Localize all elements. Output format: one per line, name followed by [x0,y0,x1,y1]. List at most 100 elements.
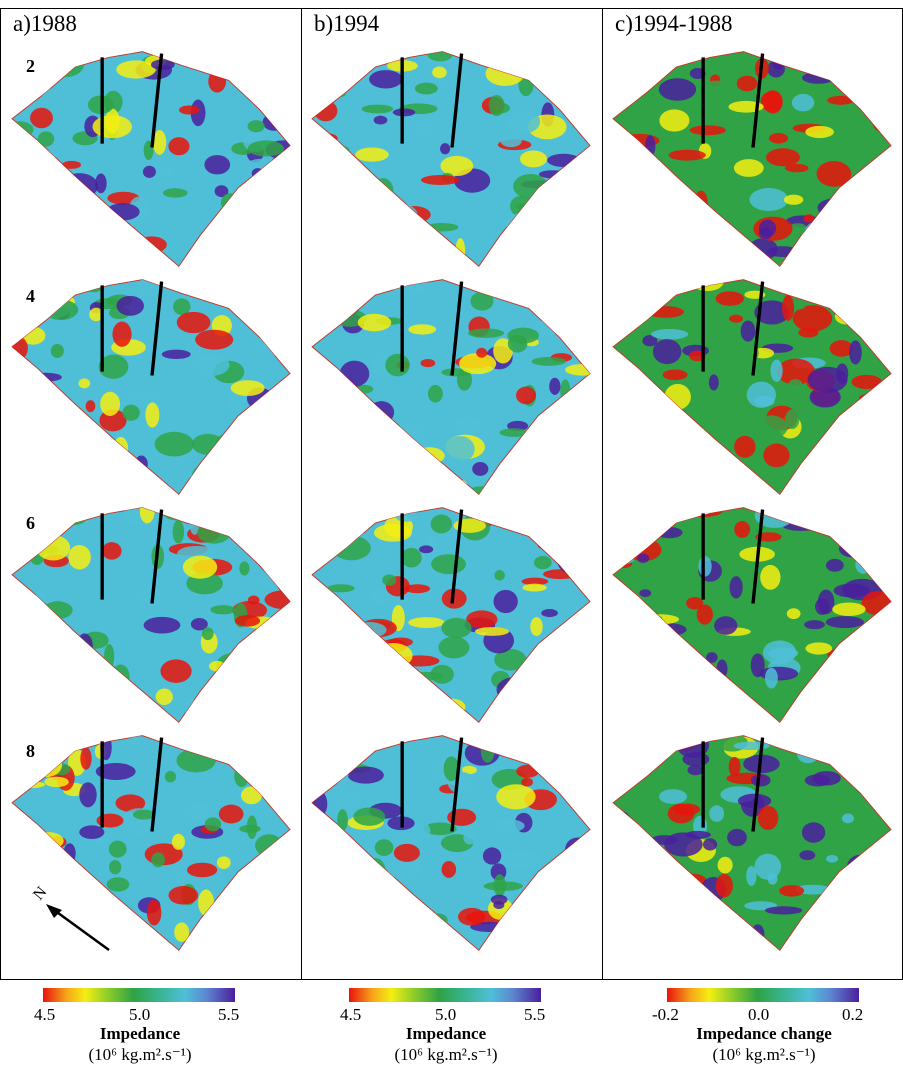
well-line [450,509,464,604]
impedance-blob [493,589,518,614]
impedance-blob [355,700,381,717]
impedance-blob [671,657,709,677]
impedance-blob [530,617,543,637]
impedance-blob [45,664,66,673]
impedance-blob [734,435,756,458]
impedance-blob [827,95,854,105]
impedance-blob [753,415,788,440]
impedance-blob [333,761,349,785]
impedance-blob [786,608,801,620]
impedance-blob [488,94,505,117]
impedance-blob [168,137,190,156]
impedance-blob [312,791,328,817]
impedance-blob [702,919,743,929]
impedance-blob [382,574,397,586]
impedance-blob [501,850,540,870]
impedance-blob [45,51,85,78]
well-line [450,53,464,148]
impedance-blob [862,454,889,479]
impedance-blob [652,339,682,365]
impedance-blob [262,113,286,131]
impedance-blob [191,433,225,455]
impedance-blob [364,881,393,908]
impedance-blob [567,423,590,438]
impedance-blob [401,547,422,568]
impedance-blob [193,249,223,264]
impedance-blob [825,616,864,629]
impedance-blob [690,253,711,266]
colorbar-gradient [349,988,541,1002]
impedance-blob [61,173,98,199]
impedance-map [11,735,291,952]
row-label-8: 8 [26,741,35,761]
impedance-blob [686,254,712,266]
impedance-blob [72,224,87,233]
impedance-blob [195,329,234,350]
impedance-blob [744,242,757,265]
impedance-blob [231,199,259,225]
impedance-blob [106,877,130,892]
impedance-blob [226,429,258,449]
impedance-blob [628,923,661,945]
impedance-blob [98,354,129,379]
impedance-blob [698,909,727,924]
impedance-blob [415,483,455,492]
impedance-blob [380,691,409,711]
impedance-blob [174,869,188,885]
impedance-blob [641,408,652,418]
impedance-blob [678,873,707,887]
impedance-blob [230,380,265,396]
impedance-blob [476,347,488,358]
impedance-blob [782,174,803,197]
impedance-blob [68,544,91,570]
impedance-blob [393,843,420,862]
impedance-blob [227,756,247,766]
impedance-blob [613,516,638,535]
impedance-blob [373,115,388,125]
map-surface [11,51,291,268]
impedance-blob [251,168,264,179]
impedance-blob [549,377,561,395]
impedance-blob [76,633,93,660]
impedance-blob [625,423,638,445]
impedance-blob [720,922,739,936]
impedance-blob [764,906,803,915]
impedance-blob [625,511,647,535]
well-line [150,737,164,832]
impedance-blob [574,92,590,108]
impedance-blob [779,885,805,897]
impedance-blob [12,736,48,754]
impedance-blob [385,353,410,377]
impedance-blob [659,109,690,132]
impedance-blob [554,97,589,109]
well-line [751,53,765,148]
impedance-blob [827,217,868,240]
impedance-blob [368,401,395,424]
impedance-blob [350,691,365,713]
impedance-blob [70,197,90,223]
impedance-blob [360,857,372,872]
impedance-blob [868,625,891,650]
impedance-blob [804,620,825,630]
impedance-blob [502,254,528,264]
impedance-blob [404,584,431,594]
impedance-blob [500,134,522,148]
colorbar-tick: 5.5 [524,1005,546,1024]
impedance-blob [314,100,338,122]
impedance-blob [613,308,654,328]
impedance-blob [60,869,78,880]
impedance-blob [624,652,636,669]
impedance-blob [849,340,862,365]
impedance-blob [171,833,185,850]
impedance-blob [614,559,633,569]
impedance-blob [870,879,891,893]
impedance-blob [112,321,132,347]
impedance-blob [116,60,156,79]
impedance-blob [349,435,365,445]
impedance-blob [553,218,587,231]
impedance-blob [78,378,91,389]
impedance-blob [25,438,64,454]
impedance-blob [363,886,384,895]
impedance-blob [380,459,407,472]
impedance-blob [137,583,162,609]
